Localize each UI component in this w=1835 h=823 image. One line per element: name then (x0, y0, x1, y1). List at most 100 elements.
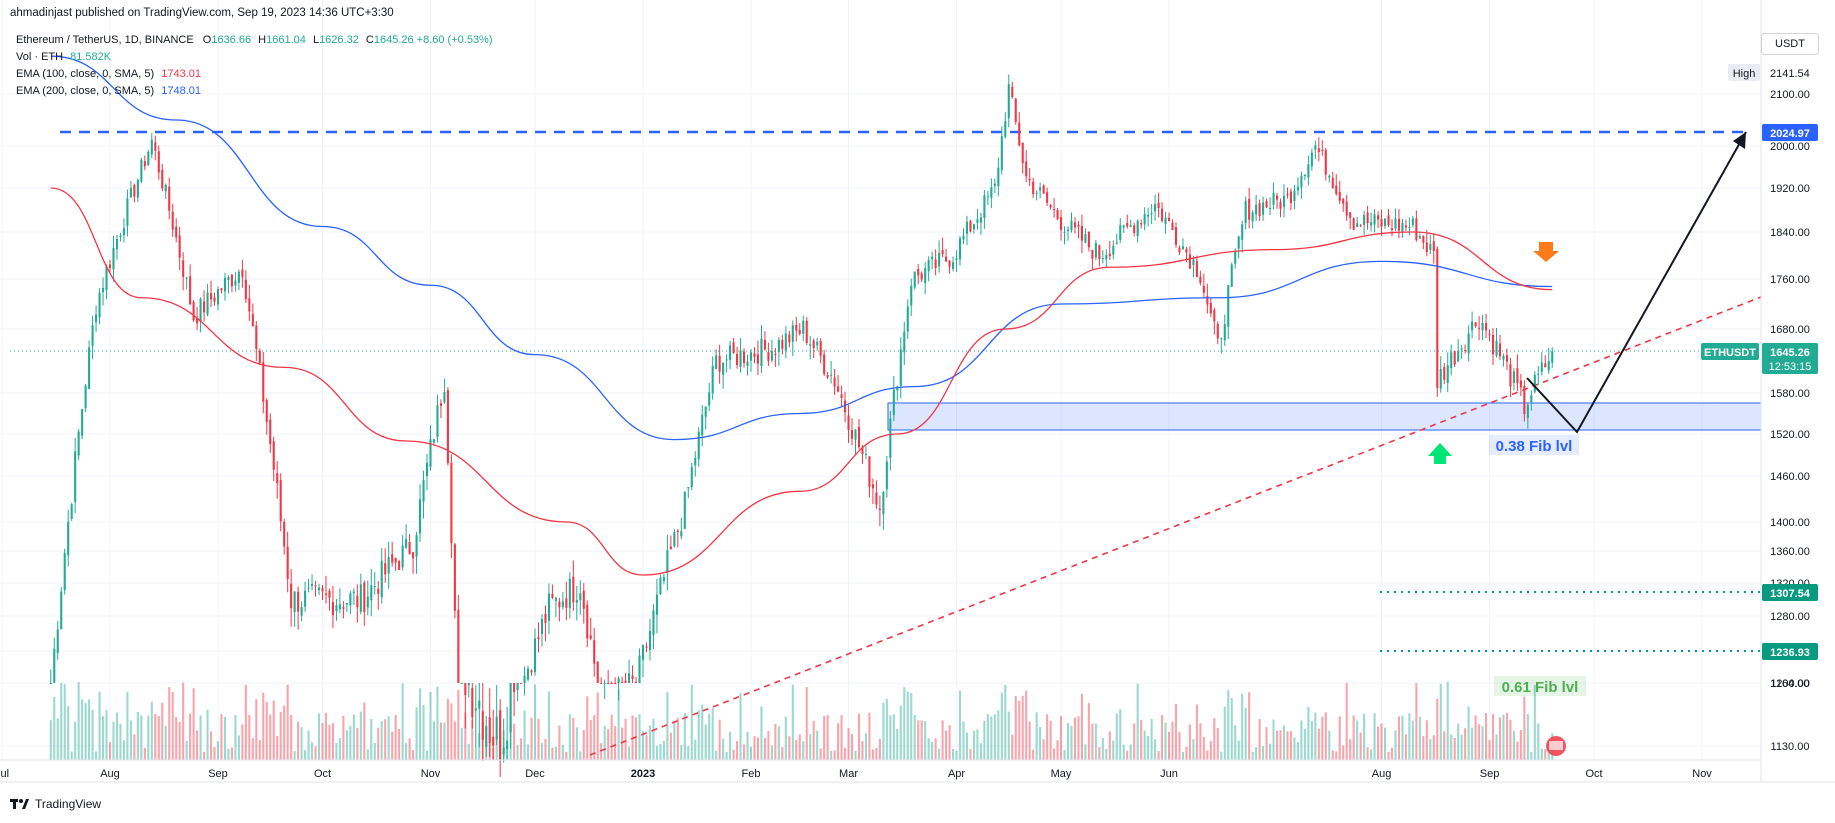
candle-body (788, 334, 791, 343)
volume-bar (213, 747, 216, 760)
volume-bar (1439, 683, 1442, 760)
footer-brand[interactable]: TradingView (10, 797, 101, 811)
candle-body (526, 668, 530, 680)
volume-bar (697, 710, 700, 760)
candle-body (1373, 214, 1376, 225)
candle-body (1098, 245, 1101, 260)
volume-bar (823, 716, 826, 760)
candle-body (122, 228, 125, 236)
volume-bar (965, 732, 969, 760)
candle-body (1084, 234, 1087, 243)
candle-body (694, 458, 697, 466)
volume-bar (1032, 749, 1035, 760)
volume-bar (1394, 730, 1397, 760)
candle-body (199, 298, 202, 323)
volume-bar (1244, 707, 1247, 760)
volume-bar (711, 708, 714, 760)
volume-bar (286, 684, 289, 760)
candle-body (1234, 250, 1237, 264)
candle-body (1488, 333, 1491, 335)
candle-body (617, 678, 620, 683)
volume-bar (405, 743, 408, 760)
candle-body (600, 683, 603, 684)
volume-bar (1279, 730, 1282, 760)
volume-bar (1213, 718, 1216, 760)
candle-body (1126, 223, 1129, 227)
volume-bar (203, 751, 206, 760)
volume-bar (370, 719, 373, 760)
candle-body (784, 333, 787, 351)
candle-body (412, 552, 415, 559)
candle-body (864, 454, 867, 456)
candle-body (164, 184, 167, 192)
candle-body (192, 301, 195, 321)
candle-body (607, 683, 610, 684)
volume-bar (795, 739, 798, 760)
volume-bar (673, 721, 676, 760)
close-label: C (365, 34, 374, 46)
candle-body (1342, 198, 1345, 204)
candle-body (1272, 192, 1275, 205)
candle-body (962, 235, 965, 240)
candle-body (457, 609, 460, 683)
candle-body (582, 590, 585, 609)
volume-bar (1397, 716, 1400, 760)
volume-bar (1523, 696, 1526, 760)
flag-icon-inner (1549, 741, 1563, 750)
volume-bar (1042, 739, 1045, 760)
candle-body (1394, 218, 1397, 229)
volume-bar (972, 730, 975, 760)
candle-body (290, 583, 293, 609)
volume-bar (830, 751, 833, 760)
candle-body (328, 590, 331, 598)
volume-bar (1053, 748, 1056, 760)
volume-bar (223, 717, 227, 760)
volume-bar (279, 711, 282, 760)
candle-body (913, 271, 916, 288)
candle-body (523, 675, 526, 683)
candle-body (1147, 214, 1150, 217)
volume-bars (49, 682, 1554, 760)
volume-bar (997, 710, 1000, 760)
candle-body (1439, 369, 1442, 389)
volume-bar (251, 738, 254, 760)
volume-bar (903, 687, 906, 760)
volume-bar (1223, 706, 1226, 760)
x-tick-label: Dec (525, 768, 545, 780)
candle-body (1296, 186, 1299, 191)
volume-bar (67, 706, 70, 760)
candle-body (520, 683, 523, 684)
currency-selector[interactable]: USDT (1761, 33, 1819, 55)
volume-bar (115, 712, 119, 760)
tradingview-brand-text: TradingView (35, 797, 102, 811)
candle-body (311, 584, 314, 586)
candle-body (95, 314, 98, 323)
candle-body (767, 352, 770, 361)
volume-bar (1269, 743, 1272, 760)
volume-bar (788, 736, 791, 760)
volume-bar (189, 713, 192, 760)
candle-body (708, 392, 711, 406)
volume-bar (199, 715, 202, 760)
candle-body (1471, 321, 1474, 331)
volume-bar (805, 686, 808, 760)
candle-body (168, 186, 171, 211)
volume-bar (453, 721, 456, 760)
candle-body (1056, 210, 1059, 220)
volume-bar (729, 731, 732, 760)
candle-body (1140, 223, 1143, 225)
volume-bar (241, 724, 244, 760)
volume-bar (495, 736, 498, 760)
volume-bar (356, 727, 359, 760)
candle-body (753, 353, 756, 357)
volume-bar (1296, 742, 1299, 760)
volume-bar (321, 722, 324, 760)
volume-bar (1007, 711, 1010, 760)
candle-body (1105, 254, 1108, 260)
volume-bar (129, 720, 132, 760)
candle-body (875, 492, 878, 505)
volume-bar (133, 734, 136, 760)
volume-bar (1091, 723, 1094, 760)
candle-body (502, 747, 505, 755)
